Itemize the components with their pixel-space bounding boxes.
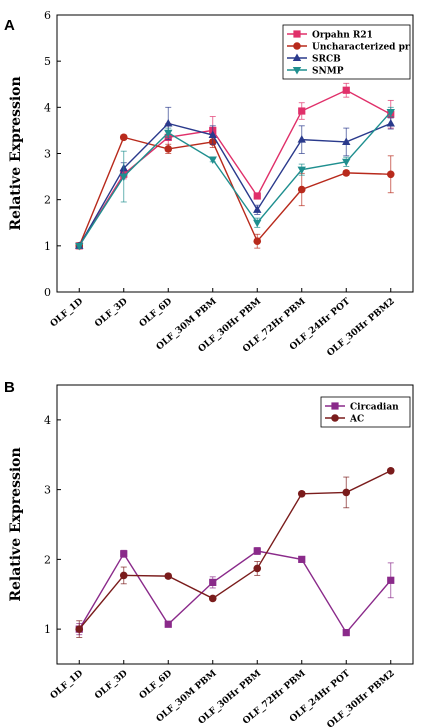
panel-a-series-snmp-point bbox=[119, 173, 128, 182]
panel-b-series-ac bbox=[75, 466, 395, 638]
panel-b-ytick-label: 4 bbox=[44, 414, 51, 427]
panel-b-series-circadian-point bbox=[164, 620, 172, 628]
panel-b-series-ac-point bbox=[297, 490, 306, 498]
panel-a-xtick-label-olf-6d: OLF_6D bbox=[138, 297, 175, 330]
panel-b-y-axis-label: Relative Expression bbox=[8, 447, 24, 601]
panel-a-legend-srcb-swatch-marker bbox=[292, 53, 302, 61]
panel-a-ytick-label: 6 bbox=[44, 9, 51, 22]
panel-a-series-orpahn-r21-point bbox=[342, 86, 350, 94]
panel-a-series-snmp-point bbox=[75, 242, 84, 251]
panel-b-series-circadian-point bbox=[342, 629, 350, 637]
panel-b-legend-circadian-swatch-marker bbox=[331, 402, 339, 410]
panel-a-ytick-label: 4 bbox=[44, 101, 51, 114]
panel-b-legend-ac-label: AC bbox=[349, 415, 364, 425]
panel-a-series-srcb-point bbox=[297, 135, 306, 143]
panel-b-ytick-label: 1 bbox=[44, 623, 51, 636]
panel-a-legend-uncharacterized-pr-label: Uncharacterized pr bbox=[312, 43, 410, 53]
panel-b-series-ac-point bbox=[342, 488, 351, 497]
panel-a-series-orpahn-r21-point bbox=[253, 192, 261, 200]
panel-b-xtick-label-olf-6d: OLF_6D bbox=[138, 669, 175, 702]
panel-a-series-snmp-line bbox=[78, 111, 392, 247]
panel-a-letter: A bbox=[4, 17, 15, 34]
panel-a-legend-snmp-swatch-marker bbox=[292, 67, 302, 75]
panel-b-letter: B bbox=[4, 379, 15, 396]
panel-b-series-ac-point bbox=[253, 564, 262, 573]
panel-b-series-circadian-line bbox=[78, 550, 392, 634]
panel-b-series-circadian-point bbox=[120, 550, 128, 558]
panel-a-series-srcb-point bbox=[342, 137, 351, 145]
panel-b-legend-circadian-label: Circadian bbox=[350, 403, 399, 413]
panel-b-series-ac-point bbox=[208, 594, 217, 603]
panel-a-series-uncharacterized-pr-point bbox=[297, 185, 306, 194]
panel-a-xtick-label-olf-1d: OLF_1D bbox=[49, 297, 86, 330]
panel-b-series-ac-line bbox=[78, 470, 392, 630]
panel-b-legend: Circadian AC bbox=[320, 396, 411, 428]
panel-b-series-ac-point bbox=[119, 571, 128, 580]
panel-a-legend-snmp-label: SNMP bbox=[312, 67, 344, 77]
panel-a-series-uncharacterized-pr-point bbox=[342, 169, 351, 177]
panel-a-series-snmp-point bbox=[342, 158, 351, 167]
panel-b-series-ac-point bbox=[386, 466, 395, 475]
panel-a-ytick-label: 1 bbox=[44, 240, 51, 253]
panel-a-ytick-label: 5 bbox=[44, 55, 51, 68]
panel-a-series-uncharacterized-pr-point bbox=[119, 133, 128, 142]
panel-a-series-uncharacterized-pr-point bbox=[386, 170, 395, 179]
panel-a-ytick-label: 0 bbox=[44, 286, 51, 299]
panel-a-series-snmp-point bbox=[164, 129, 173, 138]
panel-b-series-ac-point bbox=[75, 625, 84, 633]
panel-a-series-srcb-point bbox=[253, 205, 262, 213]
panel-a-series-snmp bbox=[75, 106, 395, 251]
panel-b-xtick-label-olf-1d: OLF_1D bbox=[49, 669, 86, 702]
panel-b-series-circadian bbox=[75, 547, 395, 637]
panel-b-series-ac-point bbox=[164, 572, 173, 580]
panel-a-series-srcb-point bbox=[164, 118, 173, 127]
panel-b-plot-frame bbox=[56, 384, 414, 665]
panel-b-legend-ac-swatch-marker bbox=[331, 414, 339, 422]
panel-b-ytick-label: 2 bbox=[44, 553, 51, 566]
panel-a-ytick-label: 3 bbox=[44, 148, 51, 161]
panel-a-ytick-label: 2 bbox=[44, 194, 51, 207]
panel-b-xtick-label-olf-3d: OLF_3D bbox=[93, 669, 130, 702]
panel-b-series-circadian-point bbox=[253, 547, 261, 555]
panel-a-series-snmp-point bbox=[253, 219, 262, 228]
panel-a-series-srcb-point bbox=[208, 130, 217, 139]
panel-a-legend-orpahn-r21-swatch-marker bbox=[293, 30, 301, 38]
panel-a-series-snmp-point bbox=[386, 108, 395, 117]
panel-a-series-uncharacterized-pr-point bbox=[253, 237, 262, 246]
panel-a-y-axis-label: Relative Expression bbox=[8, 76, 24, 230]
panel-b-legend-box bbox=[320, 396, 411, 428]
panel-a-series-orpahn-r21-line bbox=[78, 89, 392, 247]
panel-a-series-srcb-line bbox=[78, 122, 392, 247]
panel-a-legend-srcb-label: SRCB bbox=[312, 55, 341, 65]
panel-a-legend-orpahn-r21-label: Orpahn R21 bbox=[312, 31, 373, 41]
panel-a-xtick-label-olf-3d: OLF_3D bbox=[93, 297, 130, 330]
panel-b-chart: B 1 2 3 4 Relative Expression OLF_1D OLF_3D OLF_… bbox=[4, 379, 414, 728]
panel-a-legend-uncharacterized-pr-swatch-marker bbox=[293, 42, 301, 50]
panel-a-series-uncharacterized-pr-point bbox=[164, 145, 173, 153]
panel-a-series-orpahn-r21-point bbox=[298, 107, 306, 115]
panel-b-ytick-label: 3 bbox=[44, 484, 51, 497]
panel-a-series-snmp-point bbox=[208, 156, 217, 165]
panel-b-series-circadian-point bbox=[209, 578, 217, 586]
panel-a-series-snmp-point bbox=[297, 166, 306, 175]
panel-a-legend: Orpahn R21 Uncharacterized pr SRCB SNMP bbox=[282, 24, 411, 80]
panel-a-series-srcb-point bbox=[386, 118, 395, 127]
panel-b-series-circadian-point bbox=[298, 555, 306, 563]
panel-b-series-circadian-point bbox=[387, 576, 395, 584]
